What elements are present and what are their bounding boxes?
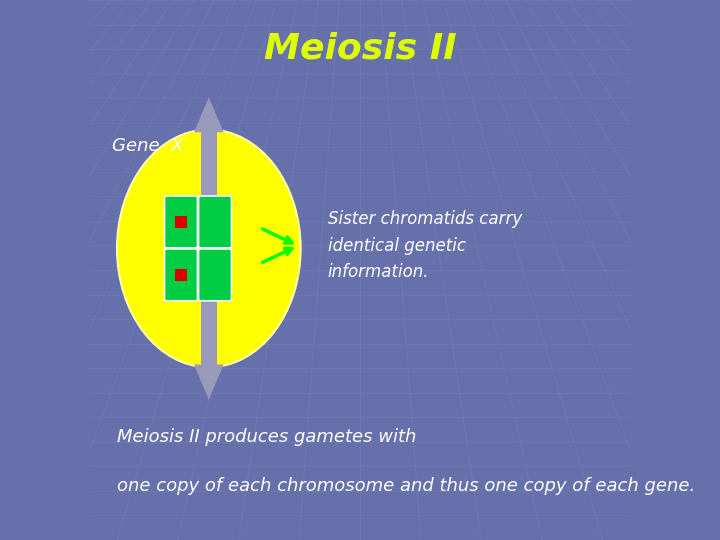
- Bar: [201, 132, 217, 364]
- FancyBboxPatch shape: [199, 196, 232, 248]
- Text: Sister chromatids carry
identical genetic
information.: Sister chromatids carry identical geneti…: [328, 210, 522, 281]
- FancyBboxPatch shape: [165, 196, 197, 248]
- Text: Gene  X: Gene X: [112, 137, 183, 155]
- FancyBboxPatch shape: [199, 249, 232, 301]
- Text: one copy of each chromosome and thus one copy of each gene.: one copy of each chromosome and thus one…: [117, 477, 696, 495]
- Ellipse shape: [117, 130, 301, 367]
- Bar: [175, 269, 187, 281]
- FancyBboxPatch shape: [165, 249, 197, 301]
- Polygon shape: [194, 364, 224, 400]
- Text: Meiosis II produces gametes with: Meiosis II produces gametes with: [117, 428, 416, 447]
- Polygon shape: [194, 97, 224, 132]
- Bar: [175, 216, 187, 228]
- Text: Meiosis II: Meiosis II: [264, 32, 456, 65]
